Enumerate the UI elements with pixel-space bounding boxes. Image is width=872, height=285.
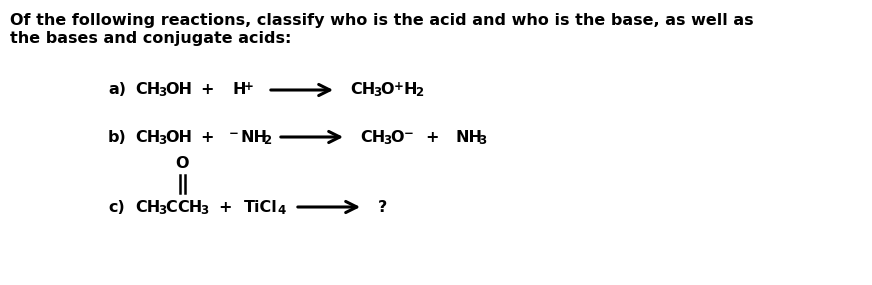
Text: 3: 3 xyxy=(200,203,208,217)
Text: 2: 2 xyxy=(415,87,423,99)
Text: 3: 3 xyxy=(373,87,381,99)
Text: −: − xyxy=(229,127,239,139)
Text: 3: 3 xyxy=(158,203,167,217)
Text: OH: OH xyxy=(165,129,192,144)
Text: NH: NH xyxy=(240,129,267,144)
Text: c): c) xyxy=(108,200,125,215)
Text: b): b) xyxy=(108,129,126,144)
Text: CH: CH xyxy=(360,129,385,144)
Text: +: + xyxy=(218,200,231,215)
Text: +: + xyxy=(200,82,214,97)
Text: 3: 3 xyxy=(383,133,392,146)
Text: H: H xyxy=(403,82,417,97)
Text: 4: 4 xyxy=(277,203,285,217)
Text: O: O xyxy=(380,82,393,97)
Text: 3: 3 xyxy=(478,133,486,146)
Text: CH: CH xyxy=(135,129,160,144)
Text: CH: CH xyxy=(350,82,375,97)
Text: +: + xyxy=(200,129,214,144)
Text: CH: CH xyxy=(177,200,202,215)
Text: 3: 3 xyxy=(158,87,167,99)
Text: H: H xyxy=(232,82,246,97)
Text: OH: OH xyxy=(165,82,192,97)
Text: +: + xyxy=(244,80,254,93)
Text: CH: CH xyxy=(135,200,160,215)
Text: Of the following reactions, classify who is the acid and who is the base, as wel: Of the following reactions, classify who… xyxy=(10,13,753,28)
Text: +: + xyxy=(394,80,404,93)
Text: TiCl: TiCl xyxy=(244,200,278,215)
Text: 2: 2 xyxy=(263,133,271,146)
Text: a): a) xyxy=(108,82,126,97)
Text: −: − xyxy=(404,127,414,139)
Text: ?: ? xyxy=(378,200,387,215)
Text: the bases and conjugate acids:: the bases and conjugate acids: xyxy=(10,31,291,46)
Text: 3: 3 xyxy=(158,133,167,146)
Text: NH: NH xyxy=(455,129,482,144)
Text: +: + xyxy=(425,129,439,144)
Text: O: O xyxy=(390,129,404,144)
Text: CH: CH xyxy=(135,82,160,97)
Text: O: O xyxy=(175,156,188,170)
Text: C: C xyxy=(165,200,177,215)
